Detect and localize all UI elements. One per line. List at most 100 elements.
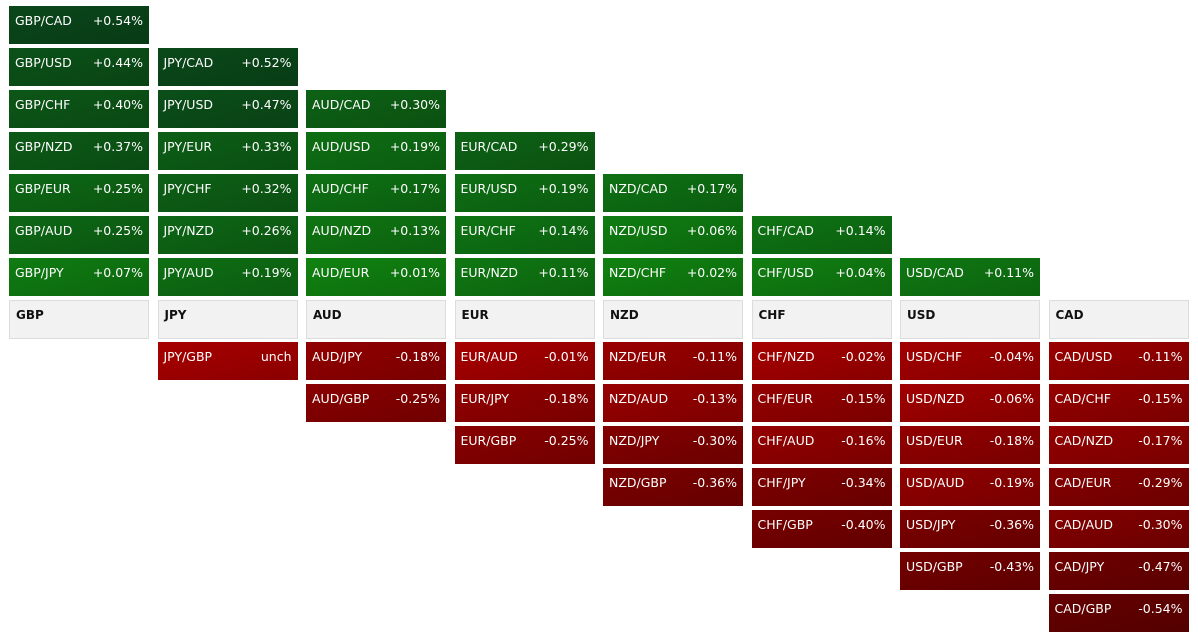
gainer-cell: AUD/EUR +0.01%: [306, 258, 446, 296]
pair-label: JPY/EUR: [163, 139, 213, 154]
change-label: -0.15%: [841, 391, 886, 406]
currency-label: USD: [907, 308, 936, 322]
change-label: +0.14%: [835, 223, 886, 238]
loser-cell: EUR/GBP -0.25%: [454, 426, 595, 464]
change-label: +0.11%: [983, 265, 1034, 280]
pair-label: CAD/EUR: [1054, 475, 1112, 490]
change-label: -0.30%: [1138, 517, 1183, 532]
gainer-cell: JPY/CHF +0.32%: [157, 174, 298, 212]
currency-header: EUR: [454, 300, 595, 339]
change-label: +0.04%: [835, 265, 886, 280]
change-label: +0.52%: [241, 55, 292, 70]
loser-cell: CHF/NZD -0.02%: [751, 342, 892, 380]
gainer-cell: EUR/CHF +0.14%: [454, 216, 595, 254]
pair-label: CHF/AUD: [757, 433, 815, 448]
loser-cell: CHF/GBP -0.40%: [751, 510, 892, 548]
loser-cell: CAD/USD -0.11%: [1048, 342, 1189, 380]
change-label: -0.02%: [841, 349, 886, 364]
loser-cell: EUR/AUD -0.01%: [454, 342, 595, 380]
pair-label: NZD/USD: [609, 223, 668, 238]
gainer-cell: NZD/CAD +0.17%: [603, 174, 743, 212]
change-label: +0.26%: [241, 223, 292, 238]
pair-label: USD/NZD: [906, 391, 965, 406]
change-label: -0.34%: [841, 475, 886, 490]
gainer-cell: GBP/NZD +0.37%: [9, 132, 149, 170]
gainer-cell: GBP/JPY +0.07%: [9, 258, 149, 296]
pair-label: EUR/AUD: [460, 349, 518, 364]
gainer-cell: JPY/AUD +0.19%: [157, 258, 298, 296]
change-label: -0.11%: [692, 349, 737, 364]
pair-label: USD/CHF: [906, 349, 963, 364]
pair-label: USD/CAD: [906, 265, 964, 280]
gainer-cell: EUR/NZD +0.11%: [454, 258, 595, 296]
gainer-cell: GBP/CHF +0.40%: [9, 90, 149, 128]
currency-label: EUR: [461, 308, 489, 322]
change-label: -0.18%: [395, 349, 440, 364]
pair-label: AUD/CHF: [312, 181, 369, 196]
change-label: -0.16%: [841, 433, 886, 448]
pair-label: USD/AUD: [906, 475, 965, 490]
loser-cell: CAD/JPY -0.47%: [1048, 552, 1189, 590]
currency-label: AUD: [313, 308, 342, 322]
gainer-cell: JPY/NZD +0.26%: [157, 216, 298, 254]
loser-cell: USD/CHF -0.04%: [900, 342, 1040, 380]
loser-cell: CHF/AUD -0.16%: [751, 426, 892, 464]
loser-cell: EUR/JPY -0.18%: [454, 384, 595, 422]
change-label: -0.19%: [989, 475, 1034, 490]
currency-header: CHF: [751, 300, 892, 339]
currency-label: CAD: [1055, 308, 1084, 322]
change-label: -0.30%: [692, 433, 737, 448]
loser-cell: NZD/EUR -0.11%: [603, 342, 743, 380]
pair-label: EUR/CHF: [460, 223, 516, 238]
change-label: -0.18%: [989, 433, 1034, 448]
gainer-cell: GBP/USD +0.44%: [9, 48, 149, 86]
pair-label: JPY/USD: [163, 97, 214, 112]
change-label: +0.37%: [92, 139, 143, 154]
pair-label: CHF/CAD: [757, 223, 814, 238]
pair-label: GBP/CAD: [15, 13, 72, 28]
gainer-cell: JPY/EUR +0.33%: [157, 132, 298, 170]
loser-cell: JPY/GBP unch: [157, 342, 298, 380]
change-label: +0.40%: [92, 97, 143, 112]
loser-cell: NZD/AUD -0.13%: [603, 384, 743, 422]
change-label: +0.17%: [389, 181, 440, 196]
change-label: +0.32%: [241, 181, 292, 196]
pair-label: EUR/NZD: [460, 265, 518, 280]
change-label: -0.47%: [1138, 559, 1183, 574]
change-label: -0.15%: [1138, 391, 1183, 406]
pair-label: CHF/NZD: [757, 349, 815, 364]
pair-label: AUD/CAD: [312, 97, 371, 112]
change-label: -0.25%: [544, 433, 589, 448]
pair-label: EUR/CAD: [460, 139, 518, 154]
change-label: +0.06%: [686, 223, 737, 238]
pair-label: GBP/JPY: [15, 265, 64, 280]
pair-label: JPY/GBP: [163, 349, 213, 364]
pair-label: NZD/CAD: [609, 181, 668, 196]
currency-label: GBP: [16, 308, 44, 322]
gainer-cell: AUD/CAD +0.30%: [306, 90, 446, 128]
change-label: -0.29%: [1138, 475, 1183, 490]
change-label: -0.18%: [544, 391, 589, 406]
change-label: +0.33%: [241, 139, 292, 154]
change-label: -0.36%: [692, 475, 737, 490]
loser-cell: AUD/GBP -0.25%: [306, 384, 446, 422]
change-label: +0.29%: [538, 139, 589, 154]
change-label: -0.54%: [1138, 601, 1183, 616]
gainer-cell: CHF/USD +0.04%: [751, 258, 892, 296]
change-label: +0.19%: [389, 139, 440, 154]
gainer-cell: GBP/AUD +0.25%: [9, 216, 149, 254]
pair-label: GBP/EUR: [15, 181, 71, 196]
gainer-cell: GBP/EUR +0.25%: [9, 174, 149, 212]
currency-header: USD: [900, 300, 1040, 339]
change-label: -0.25%: [395, 391, 440, 406]
currency-header: AUD: [306, 300, 446, 339]
pair-label: AUD/NZD: [312, 223, 372, 238]
change-label: +0.44%: [92, 55, 143, 70]
pair-label: CAD/JPY: [1054, 559, 1105, 574]
gainer-cell: EUR/CAD +0.29%: [454, 132, 595, 170]
loser-cell: CHF/JPY -0.34%: [751, 468, 892, 506]
change-label: -0.17%: [1138, 433, 1183, 448]
loser-cell: CAD/GBP -0.54%: [1048, 594, 1189, 632]
pair-label: JPY/AUD: [163, 265, 214, 280]
